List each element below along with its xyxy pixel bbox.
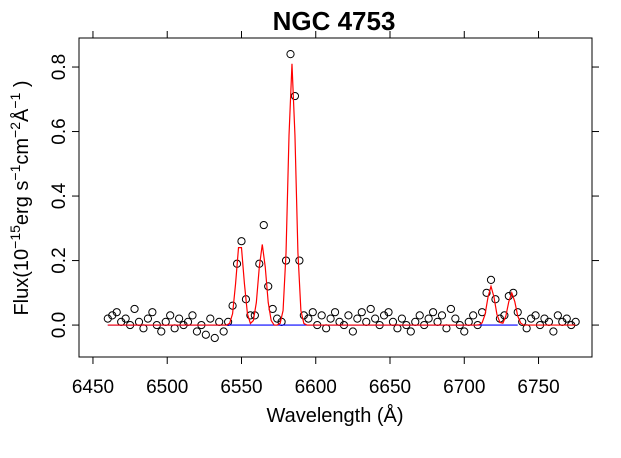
data-point	[295, 256, 304, 265]
data-point	[562, 314, 571, 323]
data-point	[201, 330, 210, 339]
data-point	[175, 314, 184, 323]
data-point	[121, 314, 130, 323]
data-point	[388, 317, 398, 326]
data-point	[397, 314, 406, 323]
x-tick-label: 6450	[72, 377, 114, 398]
y-axis-label-part: Flux(10	[11, 249, 33, 316]
data-point	[437, 311, 447, 320]
data-point	[161, 317, 170, 326]
data-point	[326, 314, 335, 323]
data-point	[112, 308, 121, 317]
data-point	[237, 237, 246, 246]
data-point	[433, 317, 442, 326]
data-point	[357, 308, 366, 317]
data-point	[428, 308, 438, 317]
data-point	[259, 220, 268, 230]
y-axis-label-part: )	[11, 80, 33, 92]
y-axis-label-part: Å	[10, 108, 33, 122]
data-point	[482, 288, 491, 297]
data-point	[486, 275, 496, 285]
x-axis-label: Wavelength (Å)	[266, 404, 403, 427]
y-axis-label-part: −1	[7, 92, 23, 108]
data-point	[571, 317, 580, 326]
data-point	[384, 308, 393, 317]
fit-line	[107, 63, 576, 326]
y-axis-label-part: −15	[7, 225, 23, 249]
data-point	[415, 311, 424, 320]
data-point	[308, 308, 317, 317]
data-point	[344, 311, 353, 320]
data-point	[411, 317, 420, 326]
data-point	[264, 282, 273, 291]
y-tick-label: 0.6	[49, 118, 70, 144]
data-point	[491, 295, 500, 304]
data-point	[206, 314, 215, 323]
data-point	[393, 324, 402, 333]
x-tick-label: 6700	[443, 377, 485, 398]
x-tick-label: 6650	[369, 377, 411, 398]
data-point	[522, 324, 531, 333]
data-point	[322, 324, 331, 333]
data-point	[170, 324, 179, 333]
y-axis-label: Flux(10−15erg s−1cm−2Å−1 )	[7, 80, 33, 315]
data-point	[549, 327, 558, 336]
data-point	[134, 317, 144, 326]
data-point	[166, 311, 175, 320]
data-point	[446, 304, 456, 314]
data-point	[139, 324, 148, 333]
data-point	[531, 311, 540, 320]
data-point	[406, 327, 415, 336]
data-point	[553, 311, 562, 320]
data-point	[219, 327, 228, 336]
data-point	[362, 317, 371, 326]
data-point	[464, 317, 473, 326]
x-tick-label: 6600	[295, 377, 337, 398]
y-axis-label-part: cm	[11, 138, 33, 165]
data-point	[304, 314, 313, 323]
data-point	[157, 327, 166, 336]
data-point	[366, 304, 375, 314]
y-tick-label: 0.0	[49, 312, 70, 338]
data-point	[130, 304, 139, 314]
x-tick-label: 6750	[517, 377, 559, 398]
y-axis-label-part: erg s	[11, 181, 33, 225]
data-point	[192, 327, 202, 336]
data-point	[286, 50, 295, 59]
data-point	[424, 314, 433, 323]
data-point	[143, 314, 153, 323]
x-tick-label: 6500	[146, 377, 188, 398]
data-point	[442, 324, 451, 333]
data-point	[348, 327, 357, 336]
data-point	[353, 314, 362, 323]
data-point	[210, 333, 219, 343]
data-point	[290, 91, 300, 101]
data-point	[188, 311, 197, 320]
data-point	[148, 308, 157, 317]
data-point	[460, 327, 469, 336]
data-point	[317, 311, 326, 320]
data-point	[451, 314, 460, 323]
data-point	[518, 317, 527, 326]
x-tick-label: 6550	[220, 377, 262, 398]
plot-frame	[78, 37, 593, 358]
data-point	[330, 308, 340, 317]
y-tick-label: 0.8	[49, 54, 70, 80]
y-tick-label: 0.4	[49, 182, 70, 209]
data-point	[215, 317, 224, 326]
y-axis-label-part: −2	[7, 122, 23, 138]
y-tick-label: 0.2	[49, 247, 70, 273]
y-axis-label-part: −1	[7, 164, 23, 180]
chart-title: NGC 4753	[273, 6, 396, 36]
data-point	[469, 311, 478, 320]
data-point	[371, 314, 380, 323]
